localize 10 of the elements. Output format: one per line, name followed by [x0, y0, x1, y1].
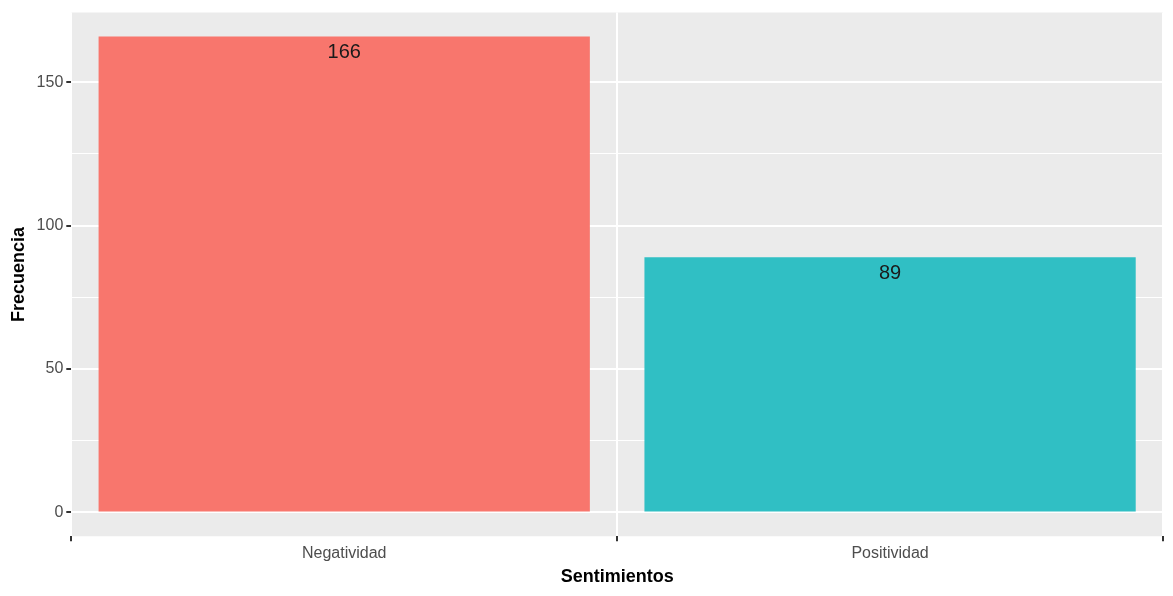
y-tick-label: 50 — [45, 359, 64, 377]
x-tick-label: Negatividad — [301, 544, 387, 562]
y-tick-label: 150 — [36, 72, 64, 90]
data-label: 166 — [327, 39, 361, 62]
y-axis-title: Frecuencia — [7, 225, 28, 322]
data-label: 89 — [878, 260, 902, 283]
y-tick-label: 100 — [36, 216, 64, 234]
y-tick-label: 0 — [54, 502, 64, 520]
x-tick-label: Positividad — [851, 544, 929, 562]
x-axis-title: Sentimientos — [560, 566, 674, 587]
